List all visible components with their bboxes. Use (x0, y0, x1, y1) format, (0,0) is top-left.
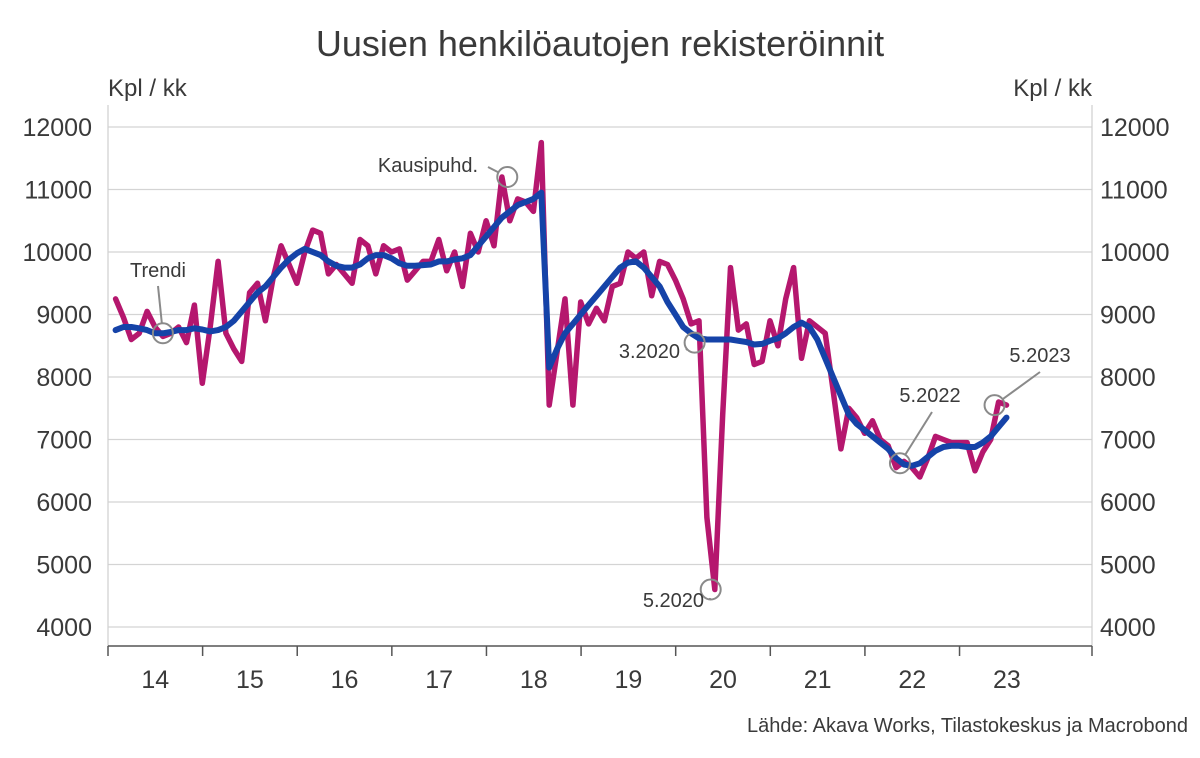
x-tick-label: 14 (141, 666, 169, 694)
y-tick-label-left: 9000 (36, 302, 92, 330)
y-tick-label-right: 6000 (1100, 489, 1156, 517)
y-tick-label-left: 8000 (36, 364, 92, 392)
series-line-trendi (112, 189, 1010, 469)
annotation-marker (496, 166, 519, 188)
y-tick-label-left: 11000 (24, 177, 92, 205)
y-tick-label-right: 10000 (1100, 239, 1170, 267)
x-tick-label: 19 (614, 666, 642, 694)
annotation-leader (1002, 371, 1041, 401)
x-tick-label: 18 (520, 666, 548, 694)
annotation-marker (683, 331, 706, 354)
annotation-label: 5.2020 (643, 590, 704, 612)
series-group (112, 139, 1010, 593)
y-tick-label-right: 7000 (1100, 427, 1156, 455)
y-tick-label-left: 12000 (22, 114, 92, 142)
annotation-label: Kausipuhd. (378, 155, 478, 177)
y-tick-label-left: 6000 (36, 489, 92, 517)
y-tick-label-left: 10000 (22, 239, 92, 267)
annotation-label: 3.2020 (619, 341, 680, 363)
x-tick-label: 16 (331, 666, 359, 694)
chart-title: Uusien henkilöautojen rekisteröinnit (316, 23, 884, 64)
x-tick-label: 15 (236, 666, 264, 694)
y-tick-label-left: 4000 (36, 614, 92, 642)
annotation-label: 5.2023 (1009, 345, 1070, 367)
annotation-leader (904, 411, 933, 456)
axes: 4000 4000 5000 5000 6000 6000 7000 7000 8000 8000… (22, 105, 1170, 694)
y-tick-label-right: 4000 (1100, 614, 1156, 642)
y-tick-label-left: 7000 (36, 427, 92, 455)
annotation-leader (487, 166, 499, 174)
x-tick-label: 23 (993, 666, 1021, 694)
y-axis-label-right: Kpl / kk (1013, 75, 1093, 102)
y-tick-label-right: 11000 (1100, 177, 1168, 205)
y-tick-label-right: 9000 (1100, 302, 1156, 330)
y-tick-label-right: 12000 (1100, 114, 1170, 142)
y-axis-label-left: Kpl / kk (108, 75, 188, 102)
x-tick-label: 17 (425, 666, 453, 694)
x-tick-label: 21 (804, 666, 832, 694)
x-tick-label: 22 (898, 666, 926, 694)
annotation-label: 5.2022 (899, 385, 960, 407)
y-tick-label-right: 5000 (1100, 552, 1156, 580)
grid (108, 126, 1092, 628)
annotation-marker (888, 452, 911, 475)
y-tick-label-left: 5000 (36, 552, 92, 580)
annotation-marker (151, 322, 174, 345)
annotation-leader (157, 285, 163, 324)
annotation-label: Trendi (130, 260, 186, 282)
annotation-marker (983, 394, 1006, 417)
source-note: Lähde: Akava Works, Tilastokeskus ja Mac… (747, 715, 1188, 737)
annotation-leader (685, 348, 688, 351)
annotations: Kausipuhd. Trendi 3.2020 5.2020 5.2022 5.2023 (130, 155, 1071, 612)
y-tick-label-right: 8000 (1100, 364, 1156, 392)
x-tick-label: 20 (709, 666, 737, 694)
series-line-kausipuhd (112, 139, 1010, 593)
